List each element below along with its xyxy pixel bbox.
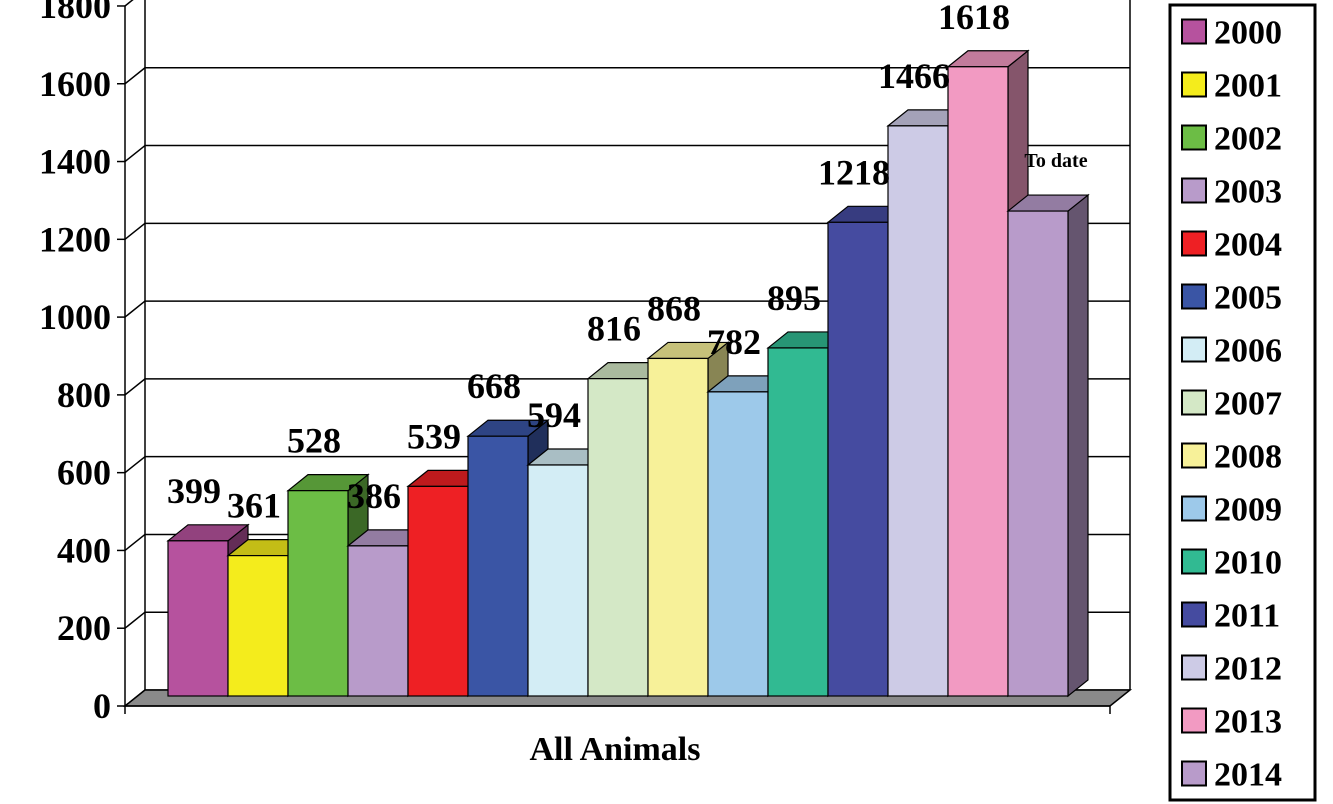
y-tick-label: 1000 [39,297,111,337]
y-tick-label: 1400 [39,142,111,182]
legend-swatch-2002 [1181,124,1207,151]
legend-swatch-2001 [1181,71,1207,98]
legend-swatch-2012 [1181,654,1207,681]
bar-2013 [947,66,1009,697]
bar-2004 [407,485,469,697]
gridline-side [124,378,146,396]
data-label-2006: 594 [527,395,581,435]
legend-swatch-2009 [1181,495,1207,522]
legend: 2000 2001 2002 2003 2004 2005 2006 2007 2008 2009… [1168,3,1317,802]
gridline-side [124,0,134,7]
gridline-side [124,300,146,318]
data-label-2001: 361 [227,486,281,526]
bar-2008 [647,357,709,697]
legend-swatch-2010 [1181,548,1207,575]
y-tick-label: 1800 [39,0,111,26]
legend-label-2000: 2000 [1214,15,1282,52]
legend-label-2010: 2010 [1214,545,1282,582]
bar-2011 [827,221,889,697]
legend-swatch-2006 [1181,336,1207,363]
legend-label-2003: 2003 [1214,174,1282,211]
bar-side-2014 [1067,193,1089,698]
legend-swatch-2007 [1181,389,1207,416]
data-label-2004: 539 [407,416,461,456]
y-tick-label: 400 [57,530,111,570]
legend-swatch-2011 [1181,601,1207,628]
bar-2006 [527,464,589,697]
gridline-side [124,144,146,163]
legend-swatch-2000 [1181,18,1207,45]
bar-2010 [767,347,829,697]
bar-2002 [287,490,349,697]
data-label-2009: 782 [707,322,761,362]
data-label-2007: 816 [587,309,641,349]
y-tick-label: 0 [93,686,111,726]
bar-2003 [347,545,409,697]
bar-2000 [167,540,229,697]
data-label-2005: 668 [467,366,521,406]
bar-2001 [227,555,289,697]
bars [166,49,1090,698]
legend-swatch-2003 [1181,177,1207,204]
legend-label-2005: 2005 [1214,280,1282,317]
gridline-side [124,533,146,552]
legend-label-2013: 2013 [1214,704,1282,741]
bar-2014 [1007,210,1069,697]
bar-2009 [707,391,769,697]
legend-swatch-2005 [1181,283,1207,310]
y-tick-label: 1200 [39,219,111,259]
x-axis-label: All Animals [530,731,701,768]
bar-2005 [467,435,529,697]
gridline-side [124,222,146,240]
gridline-side [124,456,146,474]
gridline-side [124,611,146,629]
legend-label-2002: 2002 [1214,121,1282,158]
y-tick-label: 800 [57,375,111,415]
legend-label-2011: 2011 [1214,598,1280,635]
data-label-2003: 386 [347,476,401,516]
legend-swatch-2013 [1181,707,1207,734]
data-label-2008: 868 [647,288,701,328]
gridline-side [124,67,146,85]
data-label-2010: 895 [767,278,821,318]
legend-label-2008: 2008 [1214,439,1282,476]
data-label-2011: 1218 [818,152,890,192]
legend-swatch-2008 [1181,442,1207,469]
legend-swatch-2004 [1181,230,1207,257]
legend-label-2014: 2014 [1214,757,1282,794]
legend-label-2004: 2004 [1214,227,1282,264]
legend-swatch-2014 [1181,760,1207,787]
data-label-2013: 1618 [938,0,1010,37]
legend-label-2001: 2001 [1214,68,1282,105]
bar-2007 [587,378,649,697]
legend-label-2012: 2012 [1214,651,1282,688]
legend-label-2007: 2007 [1214,386,1282,423]
legend-label-2009: 2009 [1214,492,1282,529]
y-tick-label: 1600 [39,64,111,104]
data-label-2012: 1466 [878,56,950,96]
axes: 0 200 400 600 800 1000 1200 1400 1600 1800 [39,0,1111,726]
bar-2012 [887,125,949,697]
y-tick-label: 200 [57,608,111,648]
data-label-2002: 528 [287,421,341,461]
y-tick-label: 600 [57,453,111,493]
legend-label-2006: 2006 [1214,333,1282,370]
data-label-2014: To date [1024,150,1087,172]
data-label-2000: 399 [167,471,221,511]
